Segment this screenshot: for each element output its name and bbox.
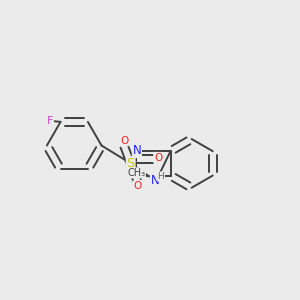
Text: O: O [120, 136, 128, 146]
Text: H: H [158, 172, 164, 181]
Text: N: N [133, 144, 141, 158]
Text: N: N [150, 174, 159, 188]
Text: CH₃: CH₃ [127, 168, 146, 178]
Text: S: S [127, 157, 135, 170]
Text: O: O [133, 181, 141, 191]
Text: O: O [154, 152, 162, 163]
Text: F: F [46, 116, 53, 126]
